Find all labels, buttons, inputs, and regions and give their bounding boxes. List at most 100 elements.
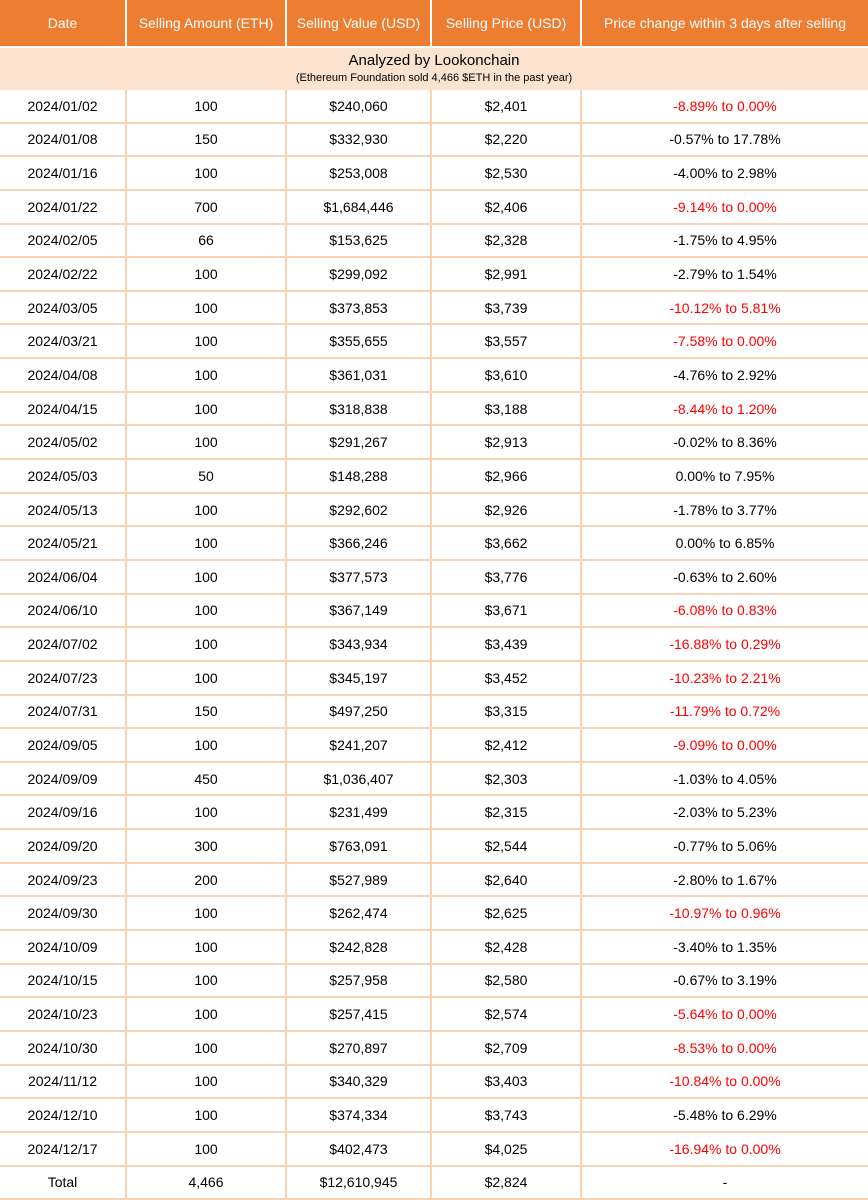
cell-selling-price: $2,625 [430,897,580,930]
cell-date: 2024/11/12 [27,1073,98,1090]
table-row: 2024/09/16 100 $231,499 $2,315 -2.03% to… [0,794,868,829]
cell-selling-price: $2,315 [430,796,580,829]
cell-price-change: -9.09% to 0.00% [580,729,868,761]
cell-price-change: -16.94% to 0.00% [580,1132,868,1165]
cell-selling-amount: 100 [125,964,285,997]
cell-date: 2024/01/16 [27,165,98,182]
cell-selling-value: $253,008 [285,157,430,189]
cell-selling-price: $3,557 [430,325,580,358]
cell-selling-value: $1,036,407 [285,762,430,795]
cell-date: 2024/09/16 [27,804,98,821]
cell-price-change: -8.89% to 0.00% [580,90,868,122]
table-row: 2024/12/17 100 $402,473 $4,025 -16.94% t… [0,1130,868,1165]
cell-date: 2024/05/03 [27,467,98,484]
cell-selling-value: $318,838 [285,392,430,425]
banner-title: Analyzed by Lookonchain [348,52,520,70]
cell-price-change: -1.75% to 4.95% [580,224,868,257]
total-row: Total 4,466 $12,610,945 $2,824 - [0,1164,868,1199]
cell-date: 2024/05/02 [27,434,98,451]
cell-selling-value: $148,288 [285,460,430,492]
cell-selling-amount: 100 [125,560,285,593]
table-row: 2024/04/15 100 $318,838 $3,188 -8.44% to… [0,390,868,425]
cell-selling-value: $257,958 [285,964,430,997]
cell-selling-value: $497,250 [285,695,430,728]
cell-price-change: -2.79% to 1.54% [580,258,868,290]
cell-selling-value: $153,625 [285,224,430,257]
cell-date: 2024/09/05 [27,736,98,753]
cell-price-change: -0.57% to 17.78% [580,123,868,156]
cell-selling-value: $367,149 [285,594,430,627]
cell-date: 2024/12/17 [27,1140,98,1157]
cell-selling-amount: 300 [125,830,285,862]
cell-selling-price: $3,452 [430,661,580,694]
cell-selling-amount: 100 [125,157,285,189]
cell-selling-amount: 100 [125,527,285,559]
cell-selling-amount: 100 [125,493,285,526]
cell-selling-value: $231,499 [285,796,430,829]
cell-selling-amount: 66 [125,224,285,257]
cell-date: 2024/01/22 [27,198,98,215]
cell-selling-amount: 100 [125,661,285,694]
cell-selling-value: $270,897 [285,1031,430,1064]
cell-selling-value: $345,197 [285,661,430,694]
table-row: 2024/01/22 700 $1,684,446 $2,406 -9.14% … [0,188,868,223]
cell-selling-value: $361,031 [285,359,430,391]
table-row: 2024/11/12 100 $340,329 $3,403 -10.84% t… [0,1063,868,1098]
cell-selling-amount: 100 [125,90,285,122]
table-row: 2024/10/23 100 $257,415 $2,574 -5.64% to… [0,996,868,1030]
cell-price-change: -6.08% to 0.83% [580,594,868,627]
table-row: 2024/07/23 100 $345,197 $3,452 -10.23% t… [0,659,868,694]
cell-selling-value: $241,207 [285,729,430,761]
cell-selling-amount: 100 [125,325,285,358]
cell-selling-amount: 100 [125,1065,285,1098]
cell-date: 2024/04/08 [27,366,98,383]
cell-selling-amount: 150 [125,695,285,728]
cell-selling-value: $240,060 [285,90,430,122]
cell-price-change: -10.97% to 0.96% [580,897,868,930]
table-row: 2024/10/30 100 $270,897 $2,709 -8.53% to… [0,1029,868,1064]
table-row: 2024/01/02 100 $240,060 $2,401 -8.89% to… [0,90,868,122]
table-row: 2024/07/02 100 $343,934 $3,439 -16.88% t… [0,626,868,660]
cell-selling-amount: 100 [125,258,285,290]
cell-price-change: -8.44% to 1.20% [580,392,868,425]
cell-price-change: 0.00% to 6.85% [580,527,868,559]
cell-selling-price: $3,403 [430,1065,580,1098]
cell-selling-price: $2,580 [430,964,580,997]
cell-selling-price: $2,913 [430,426,580,459]
cell-selling-amount: 100 [125,1031,285,1064]
table-row: 2024/03/05 100 $373,853 $3,739 -10.12% t… [0,289,868,324]
column-header-selling-value: Selling Value (USD) [285,0,430,46]
column-header-price-change: Price change within 3 days after selling [580,0,868,46]
table-row: 2024/01/08 150 $332,930 $2,220 -0.57% to… [0,121,868,156]
cell-selling-amount: 100 [125,796,285,829]
cell-selling-amount: 100 [125,359,285,391]
cell-selling-value: $373,853 [285,291,430,324]
cell-selling-price: $3,188 [430,392,580,425]
table-row: 2024/03/21 100 $355,655 $3,557 -7.58% to… [0,323,868,358]
cell-price-change: -1.03% to 4.05% [580,762,868,795]
cell-selling-amount: 100 [125,628,285,660]
cell-price-change: 0.00% to 7.95% [580,460,868,492]
cell-selling-value: $242,828 [285,931,430,963]
cell-price-change: -1.78% to 3.77% [580,493,868,526]
cell-price-change: -3.40% to 1.35% [580,931,868,963]
cell-selling-amount: 100 [125,998,285,1030]
cell-date: 2024/10/15 [27,972,98,989]
table-header-row: Date Selling Amount (ETH) Selling Value … [0,0,868,46]
cell-selling-amount: 450 [125,762,285,795]
table-row: 2024/10/09 100 $242,828 $2,428 -3.40% to… [0,929,868,963]
table-row: 2024/10/15 100 $257,958 $2,580 -0.67% to… [0,962,868,997]
cell-date: 2024/09/23 [27,871,98,888]
cell-selling-amount: 100 [125,426,285,459]
cell-price-change: -4.00% to 2.98% [580,157,868,189]
cell-selling-value: $527,989 [285,863,430,896]
banner-subtitle: (Ethereum Foundation sold 4,466 $ETH in … [295,72,573,85]
cell-date: 2024/01/02 [27,97,98,114]
cell-selling-price: $2,709 [430,1031,580,1064]
cell-price-change: -10.23% to 2.21% [580,661,868,694]
cell-date: 2024/03/05 [27,299,98,316]
cell-selling-value: $340,329 [285,1065,430,1098]
cell-price-change: -2.03% to 5.23% [580,796,868,829]
cell-price-change: -0.02% to 8.36% [580,426,868,459]
cell-date: 2024/09/20 [27,837,98,854]
